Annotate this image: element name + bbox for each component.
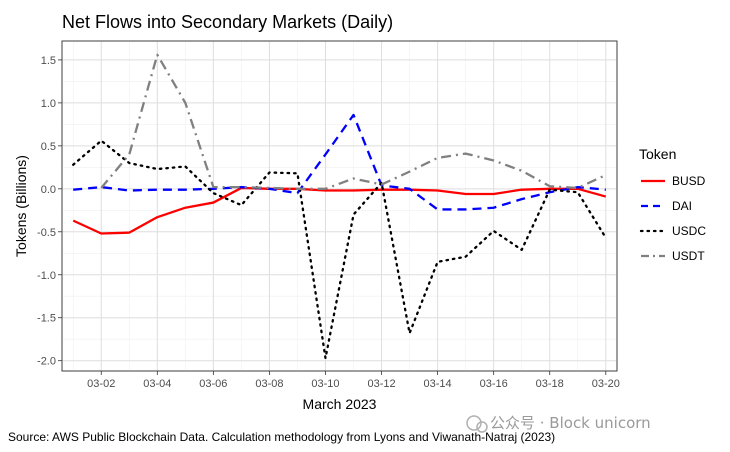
x-tick-label: 03-10 [311, 378, 339, 390]
grid-minor [62, 41, 617, 371]
plot-panel [61, 40, 618, 372]
legend-title: Token [639, 146, 676, 162]
x-tick-label: 03-12 [367, 378, 395, 390]
series-layer [72, 53, 607, 360]
y-tick-label: 0.0 [41, 184, 56, 196]
plot-border [61, 40, 618, 372]
y-axis: -2.0 -1.5 -1.0 -0.5 0.0 0.5 1.0 1.5 [37, 55, 62, 368]
y-tick-label: 1.5 [41, 55, 56, 67]
series-line-busd [72, 186, 607, 235]
wechat-icon-inner [476, 421, 488, 433]
series-line-usdc [72, 139, 607, 360]
x-axis-title: March 2023 [303, 396, 377, 412]
chart-title: Net Flows into Secondary Markets (Daily) [62, 12, 393, 32]
x-tick-label: 03-06 [199, 378, 227, 390]
source-caption: Source: AWS Public Blockchain Data. Calc… [8, 430, 555, 444]
wechat-icon [466, 415, 482, 431]
x-tick-label: 03-02 [87, 378, 115, 390]
legend-label-busd: BUSD [672, 174, 706, 188]
y-axis-title: Tokens (Billions) [13, 155, 29, 257]
x-tick-label: 03-20 [592, 378, 620, 390]
y-tick-label: -2.0 [37, 356, 56, 368]
series-line-dai [73, 113, 606, 211]
legend: BUSD DAI USDC USDT [639, 174, 706, 263]
x-tick-label: 03-18 [536, 378, 564, 390]
y-tick-label: -0.5 [37, 227, 56, 239]
legend-label-dai: DAI [672, 199, 692, 213]
x-tick-label: 03-04 [143, 378, 171, 390]
watermark: 公众号 · Block unicorn [466, 414, 651, 433]
y-tick-label: -1.0 [37, 270, 56, 282]
legend-label-usdt: USDT [672, 249, 705, 263]
x-axis: 03-02 03-04 03-06 03-08 03-10 03-12 03-14 03-16… [87, 371, 620, 390]
y-tick-label: 0.5 [41, 141, 56, 153]
y-tick-label: -1.5 [37, 313, 56, 325]
y-tick-label: 1.0 [41, 98, 56, 110]
x-tick-label: 03-16 [480, 378, 508, 390]
series-line-usdt [100, 53, 607, 190]
watermark-text: 公众号 · Block unicorn [490, 414, 651, 432]
x-tick-label: 03-08 [255, 378, 283, 390]
x-tick-label: 03-14 [424, 378, 452, 390]
legend-label-usdc: USDC [672, 224, 706, 238]
